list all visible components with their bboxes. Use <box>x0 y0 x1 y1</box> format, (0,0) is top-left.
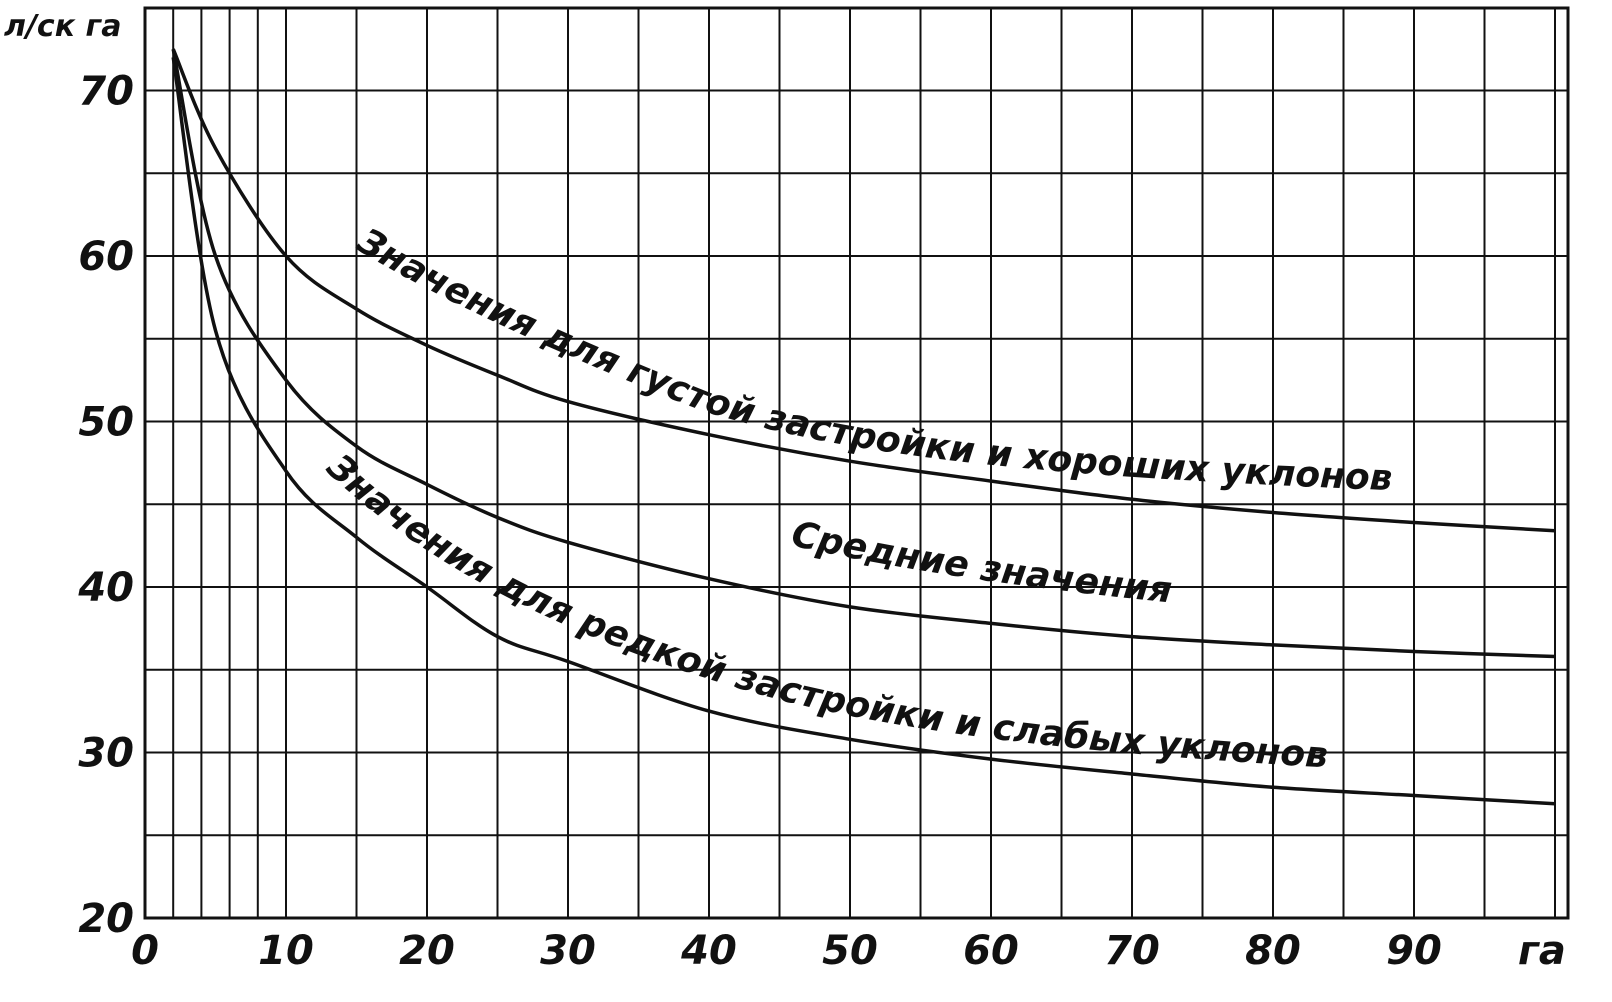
x-tick-label: 80 <box>1245 928 1301 974</box>
y-tick-label: 20 <box>78 896 134 942</box>
grid <box>145 8 1568 918</box>
curve-labels: Значения для густой застройки и хороших … <box>318 220 1393 776</box>
x-tick-label: 10 <box>258 928 314 974</box>
tick-labels: 0 10 20 30 40 50 60 70 80 90 20 30 40 50 60 70 <box>77 69 1442 975</box>
curve-sparse-development <box>171 57 1556 806</box>
plot-frame <box>143 6 1570 920</box>
label-sparse-development-text: Значения для редкой застройки и слабых у… <box>318 446 1329 777</box>
x-tick-label: 90 <box>1386 928 1442 974</box>
label-dense-development: Значения для густой застройки и хороших … <box>349 220 1393 499</box>
label-dense-development-text: Значения для густой застройки и хороших … <box>349 220 1393 499</box>
y-tick-label: 70 <box>78 69 134 115</box>
label-sparse-development: Значения для редкой застройки и слабых у… <box>318 446 1329 777</box>
x-tick-label: 30 <box>540 928 596 974</box>
label-average-values: Средние значения <box>788 514 1174 612</box>
y-tick-label: 30 <box>78 731 134 777</box>
x-tick-label: 50 <box>822 928 878 974</box>
y-tick-label: 50 <box>78 400 134 446</box>
curve-average-values <box>171 48 1556 659</box>
curves <box>171 48 1556 806</box>
x-tick-label: 70 <box>1104 928 1160 974</box>
curve-dense-development <box>171 48 1556 533</box>
y-tick-label: 60 <box>78 234 134 280</box>
x-tick-label: 40 <box>680 928 737 974</box>
y-axis-unit-label: л/ск га <box>4 9 121 44</box>
x-tick-label: 60 <box>963 928 1019 974</box>
y-tick-label: 40 <box>77 565 134 611</box>
x-tick-label: 0 <box>131 928 159 974</box>
x-axis-unit-label: га <box>1518 928 1566 974</box>
x-tick-label: 20 <box>399 928 455 974</box>
label-average-values-text: Средние значения <box>788 514 1174 612</box>
